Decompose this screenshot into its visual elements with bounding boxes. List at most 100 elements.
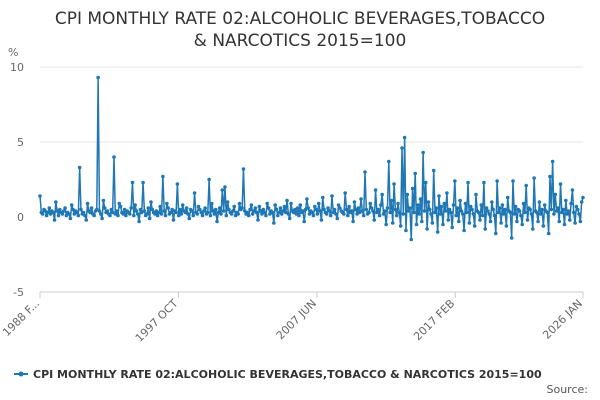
data-point: [287, 216, 292, 221]
y-tick-label: 5: [17, 136, 24, 149]
x-tick-label: 2026 JAN: [540, 297, 585, 342]
data-point: [423, 180, 428, 185]
data-point: [81, 210, 86, 215]
data-point: [422, 209, 427, 213]
data-point: [413, 171, 418, 176]
data-point: [272, 221, 276, 225]
data-point: [195, 212, 200, 216]
data-point: [446, 218, 451, 222]
data-point: [171, 218, 176, 222]
data-point: [184, 206, 189, 210]
data-point: [443, 209, 448, 213]
data-point: [170, 207, 174, 212]
data-point: [67, 212, 71, 216]
legend[interactable]: CPI MONTHLY RATE 02:ALCOHOLIC BEVERAGES,…: [14, 368, 542, 381]
data-point: [68, 216, 73, 221]
data-point: [537, 200, 542, 204]
data-point: [394, 213, 399, 218]
data-point: [372, 218, 377, 222]
data-point: [145, 212, 149, 216]
data-point: [408, 206, 412, 210]
data-point: [207, 177, 211, 182]
data-point: [471, 212, 476, 216]
data-point: [356, 206, 361, 210]
data-point: [257, 204, 262, 209]
data-point: [314, 207, 318, 212]
data-point: [268, 212, 272, 216]
x-tick-label: 2017 FEB: [411, 297, 457, 343]
data-point: [470, 207, 474, 212]
data-point: [233, 213, 238, 218]
data-point: [198, 207, 202, 212]
data-point: [540, 207, 544, 212]
data-point: [434, 206, 439, 210]
data-point: [550, 159, 555, 164]
data-point: [250, 212, 255, 216]
data-point: [425, 227, 429, 231]
data-point: [561, 207, 565, 212]
data-point: [89, 206, 94, 210]
data-point: [305, 197, 309, 201]
data-point: [509, 236, 514, 240]
data-point: [153, 212, 157, 216]
data-point: [450, 225, 455, 230]
data-point: [260, 212, 264, 216]
data-point: [479, 203, 484, 207]
data-point: [142, 209, 147, 213]
data-point: [519, 213, 523, 218]
data-point: [295, 206, 300, 210]
data-point: [38, 194, 42, 198]
data-point: [256, 218, 260, 222]
data-point: [332, 207, 337, 212]
data-point: [463, 201, 468, 206]
data-point: [146, 206, 151, 210]
x-tick-label: 1997 OCT: [133, 297, 181, 345]
data-point: [384, 222, 388, 227]
data-point: [320, 195, 325, 200]
data-point: [176, 213, 181, 218]
data-point: [548, 174, 552, 179]
data-point: [459, 209, 464, 213]
data-point: [500, 203, 505, 207]
data-point: [278, 206, 283, 210]
data-point: [364, 207, 369, 212]
data-point: [279, 212, 284, 216]
data-point: [513, 204, 518, 209]
data-point: [245, 210, 250, 215]
data-point: [205, 210, 210, 215]
data-point: [76, 213, 81, 218]
data-point: [273, 203, 277, 207]
data-point: [464, 210, 469, 215]
data-point: [139, 210, 144, 215]
data-point: [573, 221, 577, 225]
data-point: [335, 216, 340, 221]
data-point: [401, 212, 406, 216]
data-point: [400, 146, 404, 150]
data-point: [534, 210, 539, 215]
data-point: [187, 216, 192, 221]
data-point: [285, 198, 289, 203]
data-point: [524, 183, 528, 188]
x-tick-label: 2007 JUN: [274, 297, 319, 342]
data-point: [114, 209, 119, 213]
data-point: [398, 224, 403, 228]
data-point: [442, 201, 447, 206]
data-point: [141, 180, 145, 185]
data-point: [121, 212, 126, 216]
data-point: [316, 201, 321, 206]
data-point: [150, 207, 155, 212]
data-point: [313, 204, 317, 209]
data-point: [220, 188, 225, 192]
data-point: [441, 222, 445, 227]
data-point: [276, 213, 280, 218]
data-point: [435, 230, 440, 234]
data-point: [517, 209, 522, 213]
data-point: [417, 212, 421, 216]
data-point: [344, 207, 349, 212]
data-point: [541, 224, 546, 228]
data-point: [252, 209, 256, 213]
data-point: [494, 231, 498, 236]
data-point: [117, 201, 122, 206]
data-point: [179, 212, 184, 216]
